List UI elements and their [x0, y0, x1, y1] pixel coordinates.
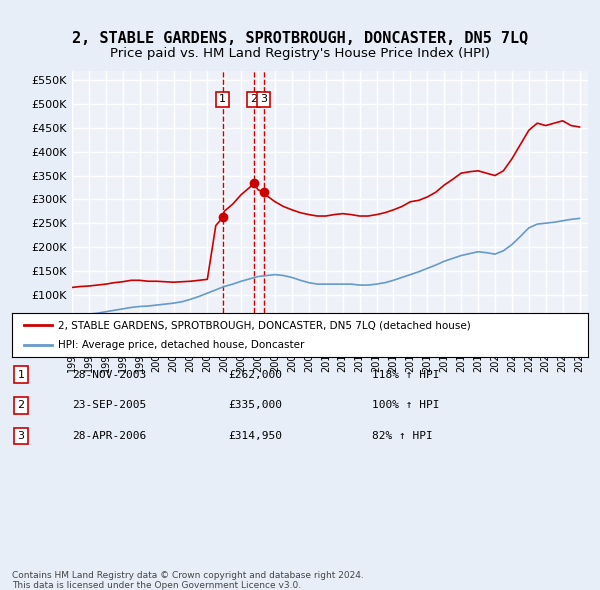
Text: HPI: Average price, detached house, Doncaster: HPI: Average price, detached house, Donc… — [58, 340, 304, 349]
Text: Contains HM Land Registry data © Crown copyright and database right 2024.: Contains HM Land Registry data © Crown c… — [12, 571, 364, 580]
Text: 28-APR-2006: 28-APR-2006 — [72, 431, 146, 441]
Text: £314,950: £314,950 — [228, 431, 282, 441]
Text: 82% ↑ HPI: 82% ↑ HPI — [372, 431, 433, 441]
Text: 23-SEP-2005: 23-SEP-2005 — [72, 401, 146, 410]
Text: 2: 2 — [250, 94, 257, 104]
Text: 2, STABLE GARDENS, SPROTBROUGH, DONCASTER, DN5 7LQ (detached house): 2, STABLE GARDENS, SPROTBROUGH, DONCASTE… — [58, 320, 471, 330]
Text: 3: 3 — [17, 431, 25, 441]
Text: 118% ↑ HPI: 118% ↑ HPI — [372, 370, 439, 379]
Text: £335,000: £335,000 — [228, 401, 282, 410]
Text: 1: 1 — [219, 94, 226, 104]
Text: 2: 2 — [17, 401, 25, 410]
Text: Price paid vs. HM Land Registry's House Price Index (HPI): Price paid vs. HM Land Registry's House … — [110, 47, 490, 60]
Text: 1: 1 — [17, 370, 25, 379]
Text: 100% ↑ HPI: 100% ↑ HPI — [372, 401, 439, 410]
Text: 28-NOV-2003: 28-NOV-2003 — [72, 370, 146, 379]
Text: 3: 3 — [260, 94, 267, 104]
Text: £262,000: £262,000 — [228, 370, 282, 379]
Text: 2, STABLE GARDENS, SPROTBROUGH, DONCASTER, DN5 7LQ: 2, STABLE GARDENS, SPROTBROUGH, DONCASTE… — [72, 31, 528, 46]
Text: This data is licensed under the Open Government Licence v3.0.: This data is licensed under the Open Gov… — [12, 581, 301, 590]
